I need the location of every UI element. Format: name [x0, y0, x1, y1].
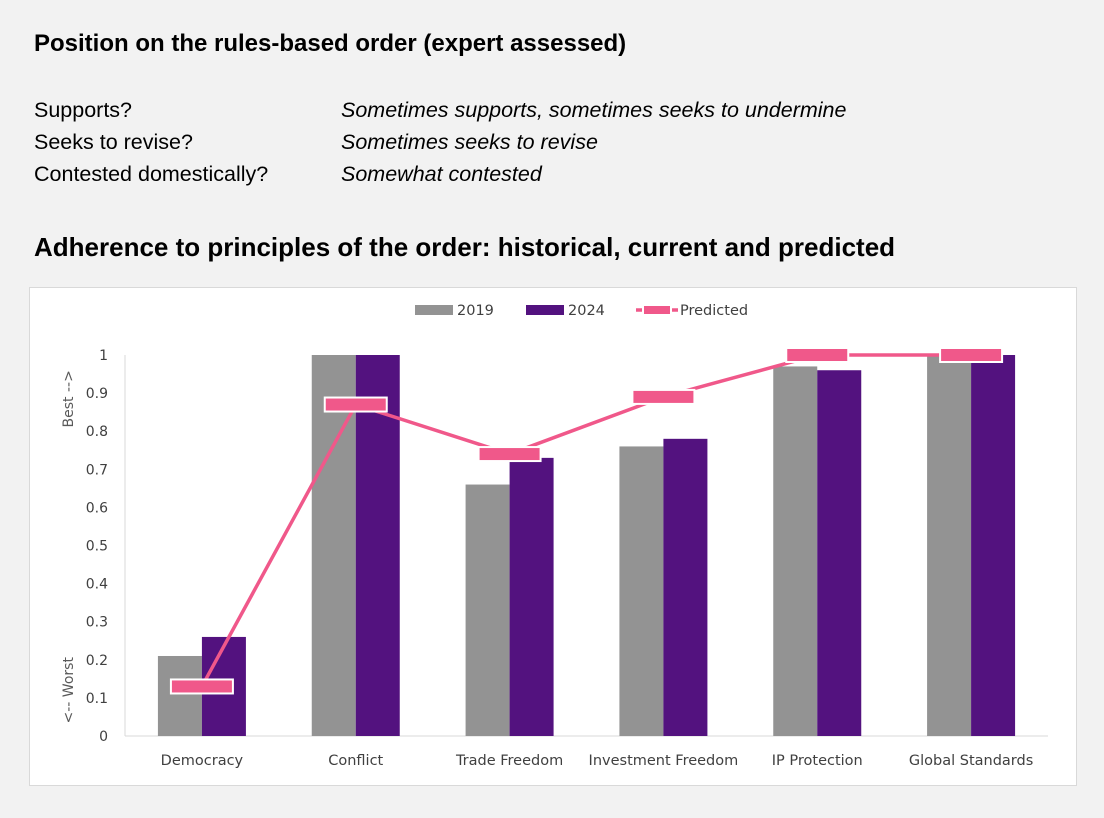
- x-category-label: Conflict: [328, 753, 383, 769]
- x-category-label: IP Protection: [772, 753, 863, 769]
- y-tick-label: 0.6: [86, 500, 108, 516]
- position-value: Somewhat contested: [341, 162, 542, 186]
- position-label: Seeks to revise?: [34, 130, 193, 154]
- y-tick-label: 1: [99, 348, 108, 364]
- bar-2024-global-standards: [971, 355, 1016, 736]
- y-axis-label-best: Best -->: [61, 370, 77, 427]
- y-tick-label: 0.8: [86, 424, 108, 440]
- bar-2024-investment-freedom: [663, 438, 708, 736]
- predicted-marker-global-standards: [939, 347, 1004, 363]
- y-tick-label: 0.7: [86, 462, 108, 478]
- position-label: Supports?: [34, 98, 133, 122]
- bar-2019-investment-freedom: [619, 446, 664, 736]
- bar-2019-ip-protection: [773, 366, 818, 736]
- y-tick-label: 0.4: [86, 577, 108, 593]
- predicted-marker-ip-protection: [785, 347, 850, 363]
- y-tick-label: 0.5: [86, 539, 108, 555]
- x-category-label: Investment Freedom: [589, 753, 739, 769]
- bar-2019-democracy: [157, 655, 202, 736]
- y-tick-label: 0.9: [86, 386, 108, 402]
- x-category-label: Global Standards: [909, 753, 1033, 769]
- predicted-marker-trade-freedom: [477, 446, 542, 463]
- position-value: Sometimes supports, sometimes seeks to u…: [341, 98, 847, 122]
- bar-2024-trade-freedom: [509, 457, 554, 736]
- y-tick-label: 0: [99, 729, 108, 745]
- legend-swatch-2024: [526, 305, 564, 315]
- x-category-label: Trade Freedom: [455, 753, 563, 769]
- legend-swatch-2019: [415, 305, 453, 315]
- bar-2024-ip-protection: [817, 370, 862, 736]
- y-axis-label-worst: <-- Worst: [61, 657, 77, 724]
- position-label: Contested domestically?: [34, 162, 269, 186]
- section-title: Position on the rules-based order (exper…: [34, 30, 627, 57]
- y-tick-label: 0.2: [86, 653, 108, 669]
- predicted-marker-democracy: [169, 678, 234, 695]
- legend-label-2024: 2024: [568, 303, 605, 319]
- bar-2019-global-standards: [927, 355, 972, 736]
- chart-area: 0 0.1 0.2 0.3 0.4 0.5 0.6 0.7 0.8 0.9 1 Best --> <--…: [29, 287, 1077, 786]
- y-tick-label: 0.3: [86, 615, 108, 631]
- bar-2024-conflict: [355, 355, 400, 736]
- x-category-label: Democracy: [161, 753, 244, 769]
- chart-title: Adherence to principles of the order: hi…: [34, 232, 896, 262]
- predicted-marker-investment-freedom: [631, 388, 696, 405]
- legend-marker-predicted: [642, 304, 672, 316]
- predicted-marker-conflict: [323, 396, 388, 413]
- position-value: Sometimes seeks to revise: [341, 130, 598, 154]
- legend-label-predicted: Predicted: [680, 303, 748, 319]
- y-tick-label: 0.1: [86, 691, 108, 707]
- legend-label-2019: 2019: [457, 303, 494, 319]
- bar-2019-trade-freedom: [465, 484, 510, 736]
- bar-chart-svg: 0 0.1 0.2 0.3 0.4 0.5 0.6 0.7 0.8 0.9 1 Best --> <--…: [61, 303, 1048, 769]
